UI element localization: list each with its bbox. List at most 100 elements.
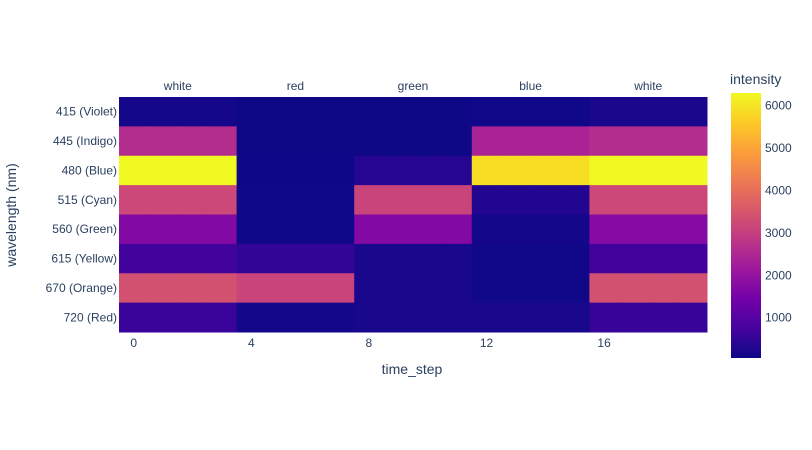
colorbar-ticks: 1000 2000 3000 4000 5000 6000: [765, 99, 792, 325]
heatmap-cell: [177, 302, 208, 333]
heatmap-cell: [383, 302, 414, 333]
heatmap-cell: [501, 97, 532, 127]
heatmap-cell: [530, 273, 561, 304]
heatmap-cell: [677, 214, 708, 245]
x-tick-label: 0: [130, 336, 137, 350]
heatmap-cell: [177, 243, 208, 274]
heatmap-cell: [236, 126, 267, 157]
heatmap-cell: [677, 302, 708, 333]
heatmap-cell: [148, 214, 179, 245]
heatmap-cell: [471, 126, 502, 157]
x-tick-label: 12: [480, 336, 494, 350]
heatmap-cell: [530, 97, 561, 127]
heatmap-cell: [560, 185, 590, 216]
heatmap-cell: [677, 97, 708, 127]
heatmap-cell: [324, 185, 355, 216]
heatmap-cell: [324, 273, 355, 304]
heatmap-cell: [442, 155, 473, 186]
heatmap-cell: [589, 126, 620, 157]
heatmap-cell: [530, 302, 561, 333]
heatmap-cell: [560, 273, 590, 304]
heatmap-cell: [501, 126, 532, 157]
heatmap-cell: [383, 126, 414, 157]
heatmap-cell: [413, 214, 443, 245]
y-tick-label: 670 (Orange): [46, 281, 117, 295]
heatmap-cell: [148, 273, 179, 304]
heatmap-cell: [295, 273, 326, 304]
heatmap-cell: [324, 302, 355, 333]
segment-label: blue: [519, 79, 542, 93]
heatmap-cell: [618, 155, 649, 186]
heatmap-cell: [589, 214, 620, 245]
heatmap-cell: [266, 273, 296, 304]
heatmap-cell: [648, 302, 679, 333]
x-tick-label: 8: [366, 336, 373, 350]
y-tick-label: 560 (Green): [52, 222, 117, 236]
heatmap-cell: [177, 126, 208, 157]
heatmap-cell: [324, 214, 355, 245]
heatmap-cell: [354, 185, 385, 216]
heatmap-cell: [177, 155, 208, 186]
heatmap-cell: [354, 214, 385, 245]
segment-label: red: [287, 79, 304, 93]
heatmap-cell: [324, 97, 355, 127]
heatmap-cell: [413, 97, 443, 127]
heatmap-cell: [266, 126, 296, 157]
heatmap-cell: [589, 185, 620, 216]
x-axis-ticks: 0 4 8 12 16: [130, 336, 611, 350]
heatmap-cell: [648, 243, 679, 274]
heatmap-cell: [236, 273, 267, 304]
colorbar-tick-label: 4000: [765, 184, 792, 198]
heatmap-cell: [119, 126, 149, 157]
heatmap-cell: [354, 302, 385, 333]
heatmap-cell: [295, 214, 326, 245]
y-axis-ticks: 415 (Violet) 445 (Indigo) 480 (Blue) 515 (C…: [46, 105, 117, 325]
heatmap-cell: [266, 185, 296, 216]
y-tick-label: 480 (Blue): [62, 163, 117, 177]
heatmap-cell: [383, 185, 414, 216]
heatmap-cell: [148, 302, 179, 333]
heatmap-cells: [119, 97, 708, 333]
heatmap-cell: [648, 155, 679, 186]
x-axis-title: time_step: [382, 361, 443, 377]
heatmap-cell: [442, 97, 473, 127]
heatmap-cell: [119, 185, 149, 216]
heatmap-cell: [177, 273, 208, 304]
colorbar-tick-label: 6000: [765, 99, 792, 113]
heatmap-cell: [471, 273, 502, 304]
heatmap-cell: [413, 302, 443, 333]
heatmap-cell: [236, 214, 267, 245]
heatmap-cell: [501, 155, 532, 186]
heatmap-cell: [324, 126, 355, 157]
heatmap-cell: [442, 185, 473, 216]
heatmap-cell: [354, 126, 385, 157]
heatmap-cell: [589, 273, 620, 304]
heatmap-cell: [560, 97, 590, 127]
heatmap-cell: [530, 126, 561, 157]
y-axis-title: wavelength (nm): [3, 163, 19, 268]
heatmap-cell: [413, 243, 443, 274]
heatmap-cell: [295, 155, 326, 186]
heatmap-cell: [501, 243, 532, 274]
heatmap-cell: [648, 126, 679, 157]
heatmap-cell: [354, 155, 385, 186]
heatmap-cell: [648, 185, 679, 216]
y-tick-label: 415 (Violet): [56, 105, 117, 119]
colorbar-tick-label: 3000: [765, 226, 792, 240]
heatmap-cell: [677, 185, 708, 216]
heatmap-cell: [236, 97, 267, 127]
heatmap-cell: [119, 155, 149, 186]
colorbar-title: intensity: [730, 71, 781, 87]
heatmap-cell: [501, 273, 532, 304]
colorbar-tick-label: 1000: [765, 311, 792, 325]
heatmap-cell: [119, 273, 149, 304]
y-tick-label: 445 (Indigo): [53, 134, 117, 148]
heatmap-cell: [648, 214, 679, 245]
heatmap-cell: [383, 273, 414, 304]
heatmap-cell: [354, 273, 385, 304]
heatmap-cell: [266, 214, 296, 245]
heatmap-cell: [677, 273, 708, 304]
heatmap-cell: [383, 155, 414, 186]
heatmap-cell: [618, 126, 649, 157]
colorbar-tick-label: 2000: [765, 268, 792, 282]
